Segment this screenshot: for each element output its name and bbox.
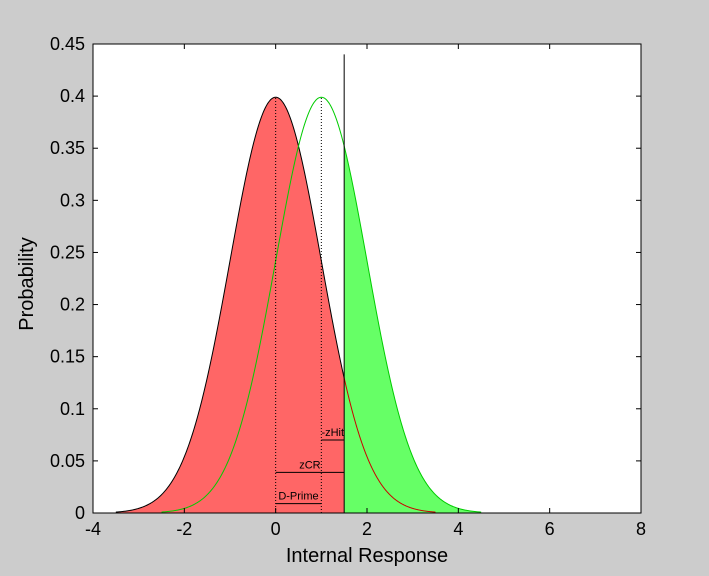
x-tick-label: 2 [362, 519, 372, 539]
x-tick-label: 8 [636, 519, 646, 539]
y-axis-label: Probability [16, 237, 38, 330]
y-tick-label: 0.3 [60, 190, 85, 210]
y-tick-label: 0.25 [50, 242, 85, 262]
chart-marks: -zHit zCR D-Prime [115, 54, 482, 513]
x-tick-label: -4 [85, 519, 101, 539]
x-tick-label: 4 [453, 519, 463, 539]
y-tick-label: 0.45 [50, 34, 85, 54]
y-tick-label: 0.1 [60, 399, 85, 419]
x-axis-label: Internal Response [286, 545, 448, 567]
y-tick-label: 0.4 [60, 86, 85, 106]
signal-distribution-fill [344, 146, 482, 513]
y-tick-label: 0.15 [50, 347, 85, 367]
signal-distribution-curve [161, 96, 482, 513]
y-tick-label: 0.35 [50, 138, 85, 158]
y-tick-label: 0.2 [60, 295, 85, 315]
noise-distribution-tail [343, 377, 436, 513]
x-tick-label: 0 [271, 519, 281, 539]
axis-ticks: -4 -2 0 2 4 6 8 0 0.05 0.1 0.15 0.2 0.25 0.3 0.35 0.4 0.… [50, 34, 646, 539]
y-tick-label: 0 [75, 503, 85, 523]
zcr-label: zCR [299, 459, 320, 471]
zhit-label: -zHit [321, 427, 344, 439]
x-tick-label: -2 [176, 519, 192, 539]
d-prime-label: D-Prime [278, 491, 318, 503]
x-tick-label: 6 [545, 519, 555, 539]
noise-distribution-curve [115, 96, 345, 513]
y-tick-label: 0.05 [50, 451, 85, 471]
